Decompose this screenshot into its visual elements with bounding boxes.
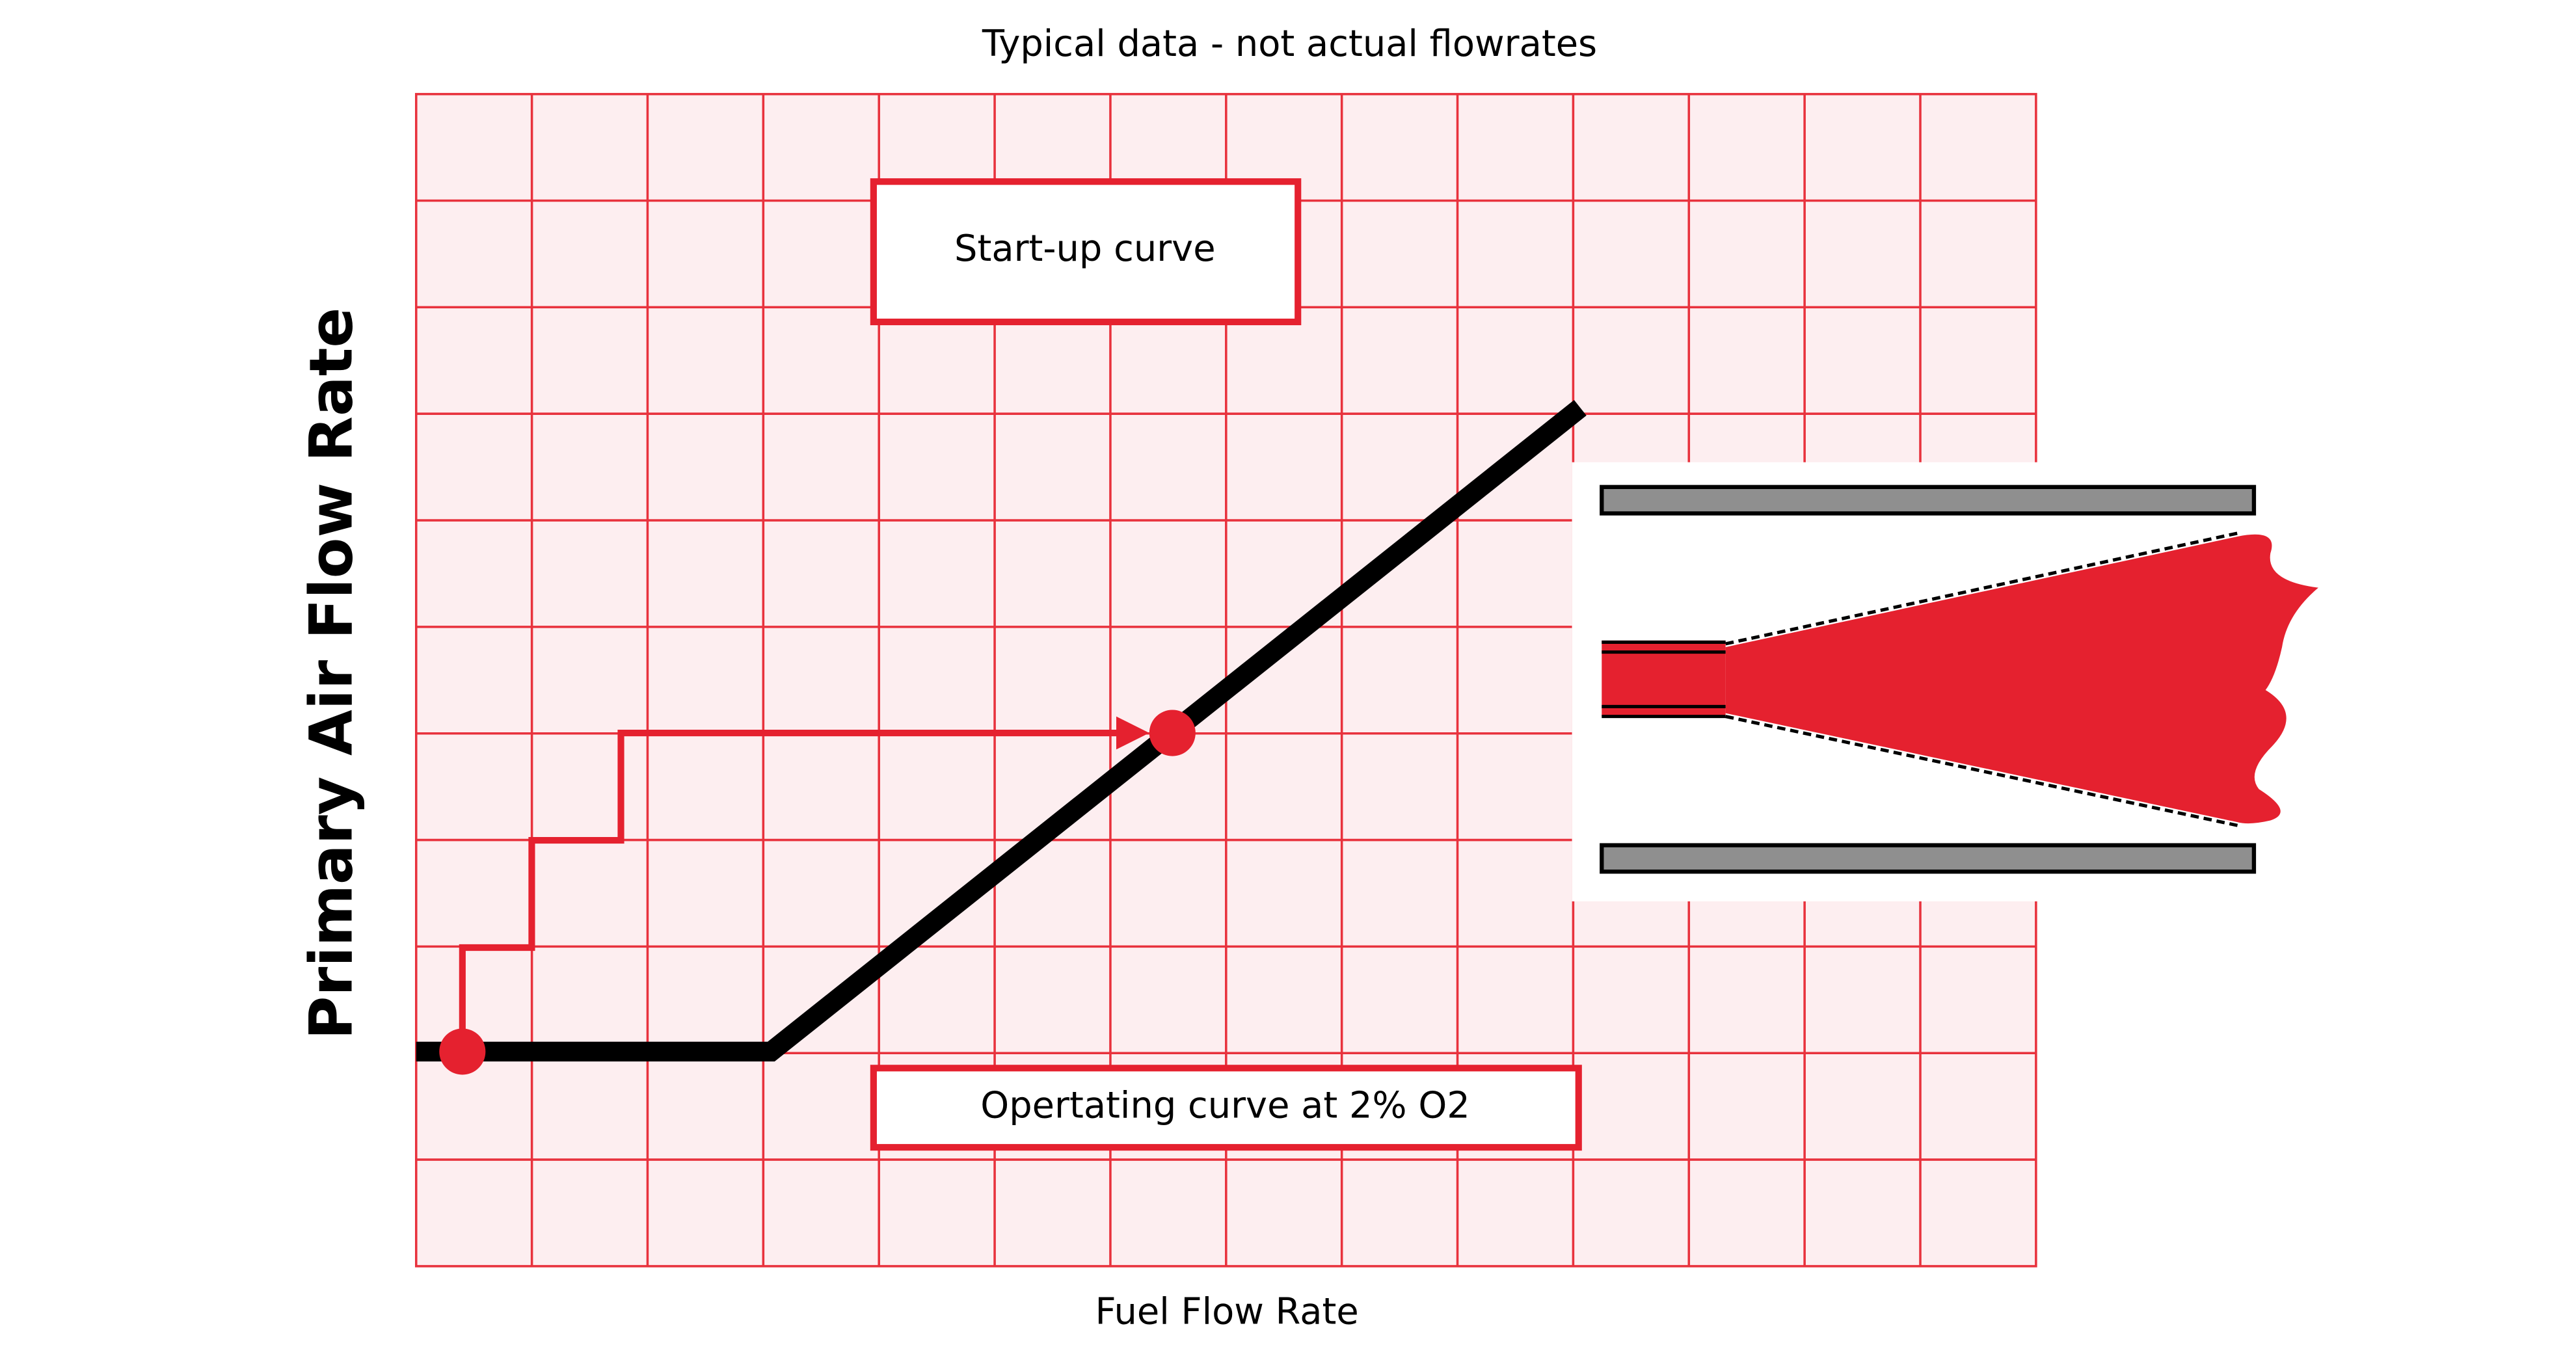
burner-wall [1600,843,2257,874]
start-point [439,1028,486,1075]
annotation: Opertating curve at 2% O2 [980,1084,1470,1126]
annotation-box [870,1065,1582,1151]
flame-edge [1725,715,2238,827]
nozzle-outline [1602,640,1726,719]
flame-edge [1725,531,2238,646]
burner-wall [1600,485,2257,516]
y-axis-label: Primary Air Flow Rate [296,308,366,1040]
arrow-head [1116,716,1149,750]
startup-curve [459,729,1130,1052]
title: Typical data - not actual flowrates [982,23,1597,65]
x-axis-label: Fuel Flow Rate [1095,1291,1358,1333]
end-point [1149,710,1196,756]
operating-curve [416,400,1587,1062]
annotation-box [870,178,1302,326]
annotation: Start-up curve [954,228,1216,270]
flame [1725,534,2318,824]
